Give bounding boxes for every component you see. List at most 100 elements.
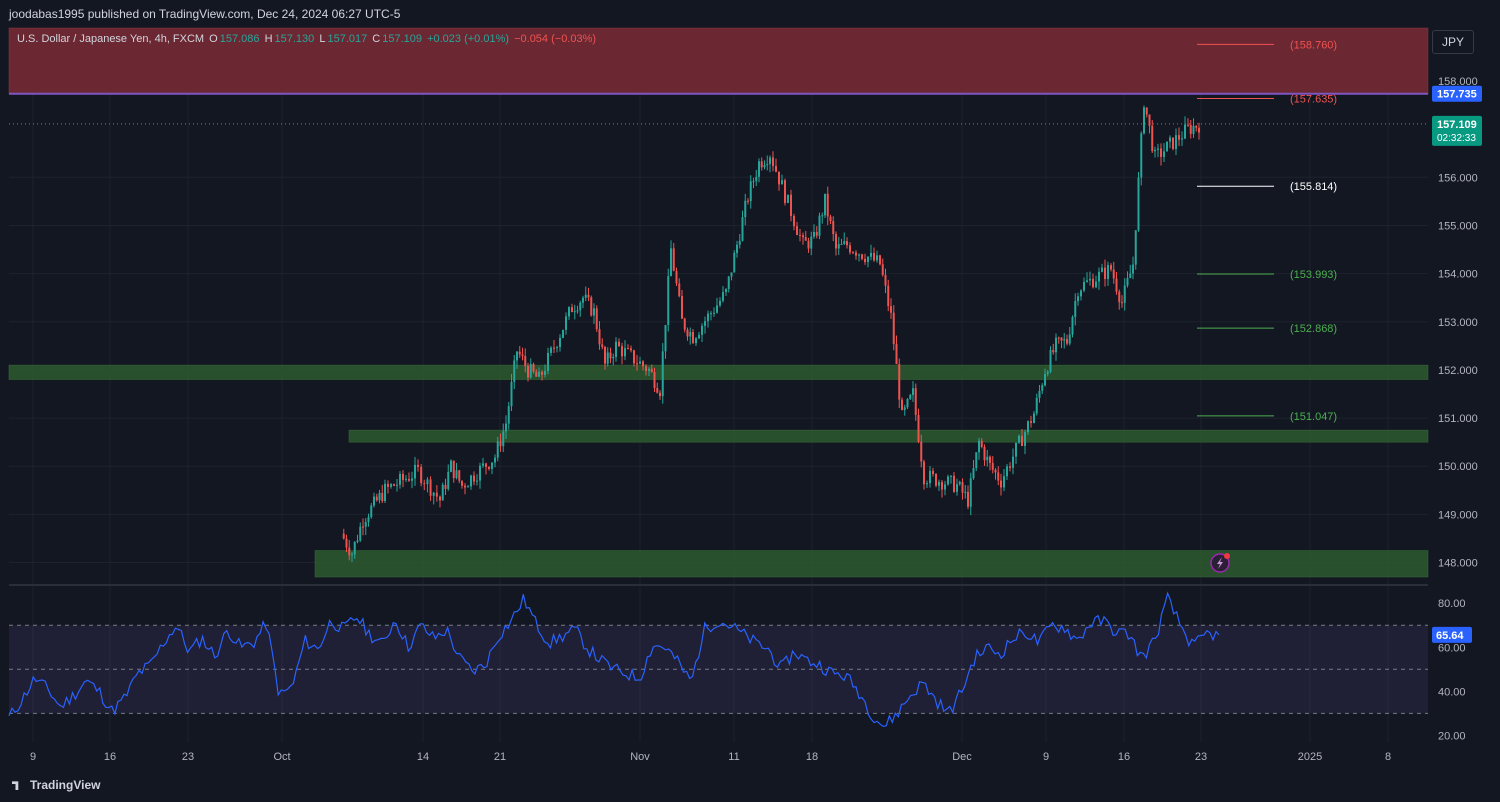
- fib-level-label: (158.760): [1290, 39, 1337, 51]
- candle-body: [855, 252, 857, 256]
- candle-body: [964, 491, 967, 493]
- candle-body: [568, 307, 570, 317]
- tradingview-logo[interactable]: TradingView: [12, 778, 100, 792]
- candle-body: [909, 394, 912, 399]
- time-tick-label: Oct: [273, 751, 290, 763]
- candle-body: [914, 388, 917, 415]
- candle-body: [1121, 302, 1123, 304]
- candle-body: [678, 283, 681, 297]
- candle-body: [832, 221, 835, 235]
- top-bar: joodabas1995 published on TradingView.co…: [0, 0, 1500, 28]
- candle-body: [356, 540, 359, 542]
- candle-body: [447, 471, 450, 489]
- candle-body: [656, 387, 659, 393]
- candle-body: [396, 484, 398, 486]
- candle-body: [912, 388, 914, 395]
- candle-body: [627, 348, 629, 350]
- time-tick-label: 23: [1195, 751, 1207, 763]
- candle-body: [494, 457, 496, 463]
- candle-body: [967, 491, 969, 507]
- candle-body: [544, 370, 546, 375]
- candle-body: [670, 248, 672, 277]
- candle-body: [633, 350, 635, 364]
- candle-body: [439, 496, 441, 501]
- candle-body: [961, 482, 964, 493]
- candle-body: [716, 305, 718, 313]
- candle-body: [529, 364, 532, 378]
- candle-body: [342, 533, 345, 539]
- candle-body: [345, 538, 348, 548]
- candle-body: [895, 343, 898, 365]
- candle-body: [978, 440, 980, 453]
- candle-body: [941, 481, 943, 490]
- candle-body: [991, 463, 994, 470]
- candle-body: [755, 176, 758, 182]
- candle-body: [840, 243, 843, 245]
- candle-body: [423, 483, 426, 485]
- candle-body: [1092, 278, 1094, 288]
- change-positive: +0.023 (+0.01%): [427, 33, 510, 45]
- candle-body: [458, 470, 461, 481]
- candle-body: [664, 324, 667, 352]
- candle-body: [571, 307, 573, 312]
- fib-level-label: (157.635): [1290, 94, 1337, 106]
- candle-body: [861, 254, 863, 259]
- support-zone: [314, 550, 1429, 578]
- candle-body: [461, 480, 463, 486]
- candle-body: [935, 474, 937, 486]
- candle-body: [675, 270, 678, 284]
- candle-body: [1132, 264, 1134, 274]
- candle-body: [441, 484, 444, 501]
- candle-body: [876, 255, 878, 261]
- candle-body: [689, 332, 692, 337]
- candle-body: [1027, 421, 1029, 433]
- flash-dot-icon: [1224, 553, 1230, 559]
- candle-body: [659, 392, 661, 397]
- candle-body: [1126, 278, 1129, 286]
- candle-body: [370, 505, 373, 518]
- candle-body: [1189, 125, 1192, 134]
- candle-body: [1175, 135, 1177, 149]
- candle-body: [482, 463, 484, 466]
- candle-body: [505, 423, 507, 432]
- candle-body: [744, 200, 747, 218]
- candle-body: [479, 465, 481, 481]
- candle-body: [733, 252, 736, 273]
- candle-body: [387, 483, 389, 487]
- candle-body: [390, 484, 392, 487]
- candle-body: [953, 475, 955, 492]
- candle-body: [1137, 177, 1140, 231]
- currency-button[interactable]: JPY: [1432, 30, 1474, 54]
- candle-body: [903, 407, 906, 410]
- candle-body: [752, 181, 755, 183]
- candle-body: [837, 244, 840, 249]
- candle-body: [802, 235, 804, 238]
- candle-body: [730, 272, 733, 277]
- candle-body: [1172, 137, 1174, 149]
- candle-body: [595, 308, 598, 330]
- candle-body: [929, 470, 931, 484]
- candle-body: [411, 478, 413, 481]
- symbol-legend[interactable]: U.S. Dollar / Japanese Yen, 4h, FXCM O 15…: [17, 33, 598, 45]
- candle-body: [565, 316, 567, 330]
- price-chart[interactable]: (158.760) (157.635) (155.814) (153.993) (152…: [0, 0, 1500, 768]
- symbol-name: U.S. Dollar / Japanese Yen, 4h, FXCM: [17, 33, 205, 45]
- candle-body: [1071, 317, 1074, 335]
- candle-body: [1046, 371, 1049, 375]
- candle-body: [615, 341, 617, 357]
- candle-body: [1074, 301, 1077, 318]
- candle-body: [1086, 280, 1088, 282]
- time-tick-label: 2025: [1298, 751, 1322, 763]
- candle-body: [760, 161, 763, 168]
- candle-body: [579, 302, 582, 311]
- candle-body: [858, 254, 860, 256]
- price-tick-label: 151.000: [1438, 413, 1478, 425]
- candle-body: [359, 526, 362, 541]
- time-tick-label: 21: [494, 751, 506, 763]
- candle-body: [435, 492, 438, 497]
- candle-body: [488, 466, 490, 469]
- candle-body: [452, 460, 455, 479]
- candle-body: [778, 171, 780, 185]
- candle-body: [405, 478, 407, 480]
- candle-body: [467, 486, 469, 488]
